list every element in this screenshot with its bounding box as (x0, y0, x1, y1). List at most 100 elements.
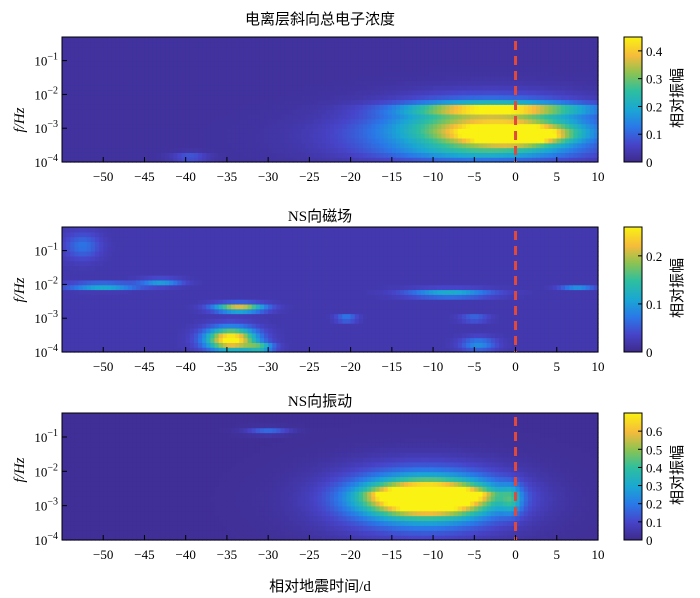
heatmap-cell (235, 89, 240, 96)
heatmap-cell (152, 279, 158, 286)
heatmap-cell (466, 41, 471, 48)
heatmap-cell (470, 85, 475, 91)
heatmap-cell (70, 332, 75, 339)
heatmap-cell (527, 123, 533, 129)
heatmap-cell (272, 51, 277, 57)
heatmap-cell (90, 104, 96, 110)
heatmap-cell (589, 56, 595, 62)
heatmap-cell (375, 94, 381, 101)
heatmap-cell (400, 157, 405, 163)
heatmap-cell (148, 37, 154, 43)
heatmap-cell (395, 99, 401, 105)
heatmap-cell (499, 51, 504, 57)
heatmap-cell (181, 227, 187, 233)
heatmap-cell (589, 147, 595, 153)
heatmap-cell (321, 85, 327, 91)
heatmap-cell (173, 342, 179, 348)
heatmap-cell (565, 56, 570, 62)
heatmap-cell (330, 157, 335, 163)
heatmap-cell (239, 157, 245, 163)
heatmap-cell (218, 56, 224, 62)
heatmap-cell (66, 347, 71, 353)
heatmap-cell (268, 255, 273, 262)
heatmap-cell (90, 227, 96, 233)
heatmap-cell (362, 133, 368, 139)
heatmap-cell (222, 104, 228, 110)
heatmap-cell (511, 89, 517, 96)
x-tick-label: −25 (299, 169, 319, 184)
heatmap-cell (292, 332, 298, 339)
heatmap-cell (288, 236, 294, 243)
heatmap-cell (202, 56, 207, 62)
heatmap-cell (437, 37, 442, 43)
heatmap-cell (115, 37, 121, 43)
heatmap-cell (247, 147, 253, 153)
heatmap-cell (181, 241, 187, 247)
heatmap-cell (103, 236, 108, 243)
heatmap-cell (90, 289, 96, 295)
heatmap-cell (585, 51, 591, 57)
heatmap-cell (82, 255, 88, 262)
heatmap-cell (181, 37, 187, 43)
heatmap-cell (127, 147, 133, 153)
heatmap-cell (78, 347, 84, 353)
heatmap-cell (552, 147, 558, 153)
heatmap-cell (198, 279, 203, 286)
heatmap-cell (189, 265, 195, 271)
heatmap-cell (193, 99, 199, 105)
heatmap-cell (214, 61, 220, 67)
heatmap-cell (346, 65, 352, 72)
heatmap-cell (280, 279, 286, 286)
heatmap-cell (132, 227, 137, 233)
heatmap-cell (540, 46, 545, 53)
heatmap-cell (206, 279, 212, 286)
heatmap-cell (181, 231, 187, 238)
heatmap-cell (239, 246, 245, 252)
heatmap-cell (371, 94, 376, 101)
heatmap-cell (148, 152, 154, 158)
heatmap-cell (156, 56, 162, 62)
heatmap-cell (503, 113, 508, 120)
heatmap-cell (111, 137, 117, 144)
heatmap-cell (515, 89, 521, 96)
heatmap-cell (317, 61, 323, 67)
heatmap-cell (66, 65, 71, 72)
heatmap-cell (593, 113, 599, 120)
heatmap-cell (148, 260, 154, 267)
heatmap-cell (474, 80, 480, 86)
heatmap-cell (288, 118, 294, 125)
heatmap-cell (173, 85, 179, 91)
heatmap-cell (565, 85, 570, 91)
heatmap-cell (433, 37, 438, 43)
heatmap-cell (503, 61, 508, 67)
heatmap-cell (243, 113, 249, 120)
heatmap-cell (218, 236, 224, 243)
heatmap-cell (239, 61, 245, 67)
heatmap-cell (272, 241, 277, 247)
heatmap-cell (276, 89, 282, 96)
heatmap-cell (280, 347, 286, 353)
heatmap-cell (478, 65, 484, 72)
heatmap-cell (136, 147, 141, 153)
heatmap-cell (375, 56, 381, 62)
heatmap-cell (115, 104, 121, 110)
heatmap-cell (288, 41, 294, 48)
heatmap-cell (206, 133, 212, 139)
heatmap-cell (317, 133, 323, 139)
heatmap-cell (111, 347, 117, 353)
heatmap-cell (103, 227, 108, 233)
heatmap-cell (416, 46, 422, 53)
heatmap-cell (239, 284, 245, 291)
heatmap-cell (177, 308, 183, 315)
heatmap-cell (280, 236, 286, 243)
heatmap-cell (66, 142, 71, 149)
heatmap-cell (82, 265, 88, 271)
heatmap-cell (519, 142, 525, 149)
heatmap-cell (499, 80, 504, 86)
heatmap-cell (152, 284, 158, 291)
heatmap-cell (222, 255, 228, 262)
heatmap-cell (99, 327, 104, 334)
heatmap-cell (202, 236, 207, 243)
heatmap-cell (408, 99, 414, 105)
heatmap-cell (189, 251, 195, 257)
